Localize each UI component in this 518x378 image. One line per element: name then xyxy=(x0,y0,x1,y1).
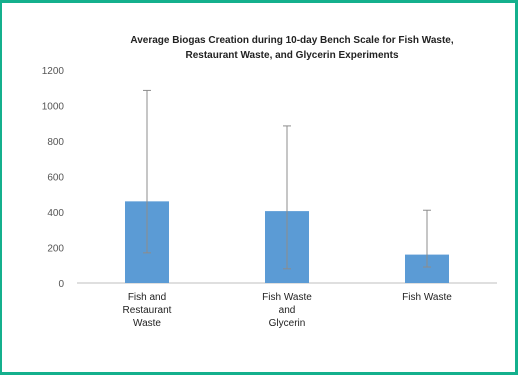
chart-title-line-1: Average Biogas Creation during 10-day Be… xyxy=(130,35,453,46)
y-tick-label: 1200 xyxy=(42,66,65,77)
error-bar xyxy=(283,125,291,270)
category-label: Fish Waste xyxy=(402,292,452,303)
y-tick-label: 1000 xyxy=(42,102,65,113)
y-tick-label: 400 xyxy=(47,208,64,219)
error-bar xyxy=(143,89,151,254)
y-tick-label: 600 xyxy=(47,173,64,184)
error-bars xyxy=(143,89,431,270)
error-bar xyxy=(423,209,431,268)
y-axis-tick-labels: 0 200 400 600 800 1000 1200 xyxy=(42,66,65,290)
bar-chart: Average Biogas Creation during 10-day Be… xyxy=(42,35,497,329)
chart-title: Average Biogas Creation during 10-day Be… xyxy=(130,35,453,61)
category-label-line: and xyxy=(279,305,296,316)
y-tick-label: 0 xyxy=(58,279,64,290)
category-label-line: Fish Waste xyxy=(262,292,312,303)
y-tick-label: 200 xyxy=(47,244,64,255)
category-label-line: Restaurant xyxy=(123,305,172,316)
category-label-line: Waste xyxy=(133,318,161,329)
chart-title-line-2: Restaurant Waste, and Glycerin Experimen… xyxy=(185,50,398,61)
category-label-line: Fish Waste xyxy=(402,292,452,303)
category-label-line: Glycerin xyxy=(269,318,306,329)
category-label-line: Fish and xyxy=(128,292,166,303)
y-tick-label: 800 xyxy=(47,137,64,148)
category-label: Fish and Restaurant Waste xyxy=(123,292,172,329)
x-axis-category-labels: Fish and Restaurant Waste Fish Waste and Glyc… xyxy=(123,292,453,329)
category-label: Fish Waste and Glycerin xyxy=(262,292,312,329)
